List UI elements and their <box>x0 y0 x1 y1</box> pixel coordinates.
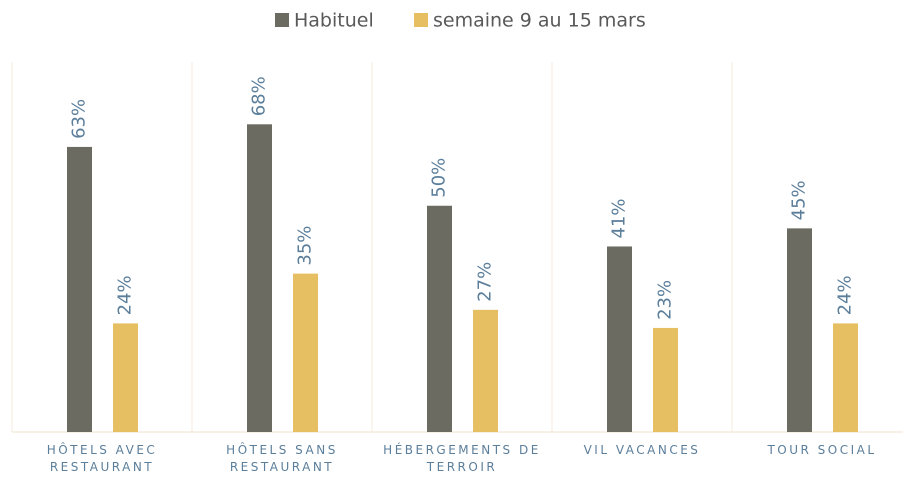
x-tick-label: HÉBERGEMENTS DE TERROIR <box>383 443 541 474</box>
data-label: 23% <box>655 280 676 320</box>
x-tick-label: HÔTELS SANS RESTAURANT <box>226 443 338 474</box>
bar <box>427 205 452 432</box>
bar <box>833 323 858 432</box>
x-tick-label: TOUR SOCIAL <box>767 443 877 457</box>
bar <box>247 124 272 433</box>
legend-label: semaine 9 au 15 mars <box>433 10 646 32</box>
legend-swatch <box>275 13 289 27</box>
data-label: 63% <box>69 99 90 139</box>
legend-swatch <box>414 13 428 27</box>
x-tick-label: VIL VACANCES <box>583 443 701 457</box>
legend-label: Habituel <box>294 10 374 32</box>
data-label: 41% <box>609 198 630 238</box>
data-label: 68% <box>249 76 270 116</box>
data-label: 35% <box>295 226 316 266</box>
data-label: 27% <box>475 262 496 302</box>
data-label: 24% <box>115 275 136 315</box>
bar <box>787 228 812 432</box>
data-label: 50% <box>429 158 450 198</box>
bar <box>607 246 632 432</box>
data-label: 45% <box>789 180 810 220</box>
bar <box>653 327 678 432</box>
data-label: 24% <box>835 275 856 315</box>
bar <box>113 323 138 432</box>
bar <box>67 146 92 433</box>
bar <box>473 309 498 432</box>
x-tick-label: HÔTELS AVEC RESTAURANT <box>46 443 158 474</box>
bar <box>293 273 318 432</box>
